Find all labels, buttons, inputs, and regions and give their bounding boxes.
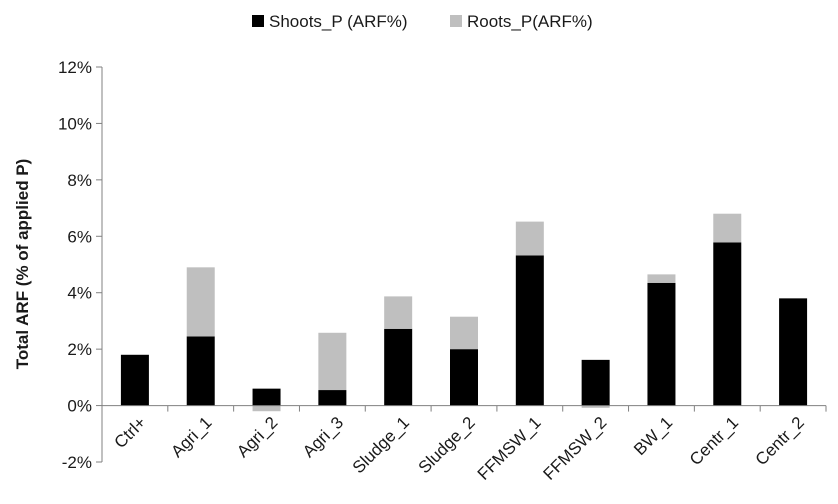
bar-shoots [647, 282, 676, 406]
bar-shoots [120, 354, 149, 406]
bar-roots [186, 267, 215, 337]
y-tick-label: 12% [58, 58, 92, 77]
bar-shoots [186, 336, 215, 406]
bar-roots [252, 405, 281, 412]
y-tick-label: 6% [67, 227, 92, 246]
x-category-label: Centr_1 [686, 413, 742, 469]
y-axis: -2% 0% 2% 4% 6% 8% 10% 12% [58, 58, 103, 472]
bar-shoots [450, 349, 478, 406]
y-tick-label: 4% [67, 284, 92, 303]
y-tick-label: 8% [67, 171, 92, 190]
legend: Shoots_P (ARF%) Roots_P(ARF%) [252, 12, 593, 31]
legend-label: Shoots_P (ARF%) [269, 12, 408, 31]
bar-roots [713, 213, 742, 243]
x-category-label: Agri_3 [299, 413, 347, 461]
bar-shoots [384, 328, 413, 406]
legend-label: Roots_P(ARF%) [467, 12, 593, 31]
bar-roots [318, 332, 347, 391]
y-tick-label: 0% [67, 397, 92, 416]
x-category-label: Ctrl+ [111, 413, 150, 452]
legend-swatch [450, 15, 462, 27]
legend-swatch [252, 15, 264, 27]
bar-roots [581, 405, 610, 408]
bar-shoots [713, 242, 742, 406]
x-axis: Ctrl+ Agri_1 Agri_2 Agri_3 Sludge_1 Sludge_2F… [101, 405, 827, 484]
y-tick-label: -2% [62, 453, 92, 472]
bar-shoots [779, 298, 808, 406]
bar-roots [384, 296, 413, 329]
x-category-label: Sludge_2 [415, 413, 479, 477]
bar-shoots [252, 388, 281, 406]
y-axis-label: Total ARF (% of applied P) [13, 159, 32, 370]
x-category-label: BW_1 [630, 413, 676, 459]
x-category-label: Agri_2 [233, 413, 281, 461]
y-tick-label: 10% [58, 114, 92, 133]
x-category-label: Agri_1 [167, 413, 215, 461]
y-tick-label: 2% [67, 340, 92, 359]
bar-roots [515, 221, 544, 256]
bars [120, 213, 808, 412]
bar-shoots [581, 359, 610, 406]
x-category-label: Sludge_1 [349, 413, 413, 477]
bar-shoots [318, 390, 347, 406]
x-category-label: FFMSW_1 [474, 413, 545, 484]
x-category-label: FFMSW_2 [540, 413, 611, 484]
x-category-label: Centr_2 [752, 413, 808, 469]
bar-roots [647, 274, 676, 283]
bar-roots [450, 316, 478, 350]
bar-shoots [515, 255, 544, 406]
